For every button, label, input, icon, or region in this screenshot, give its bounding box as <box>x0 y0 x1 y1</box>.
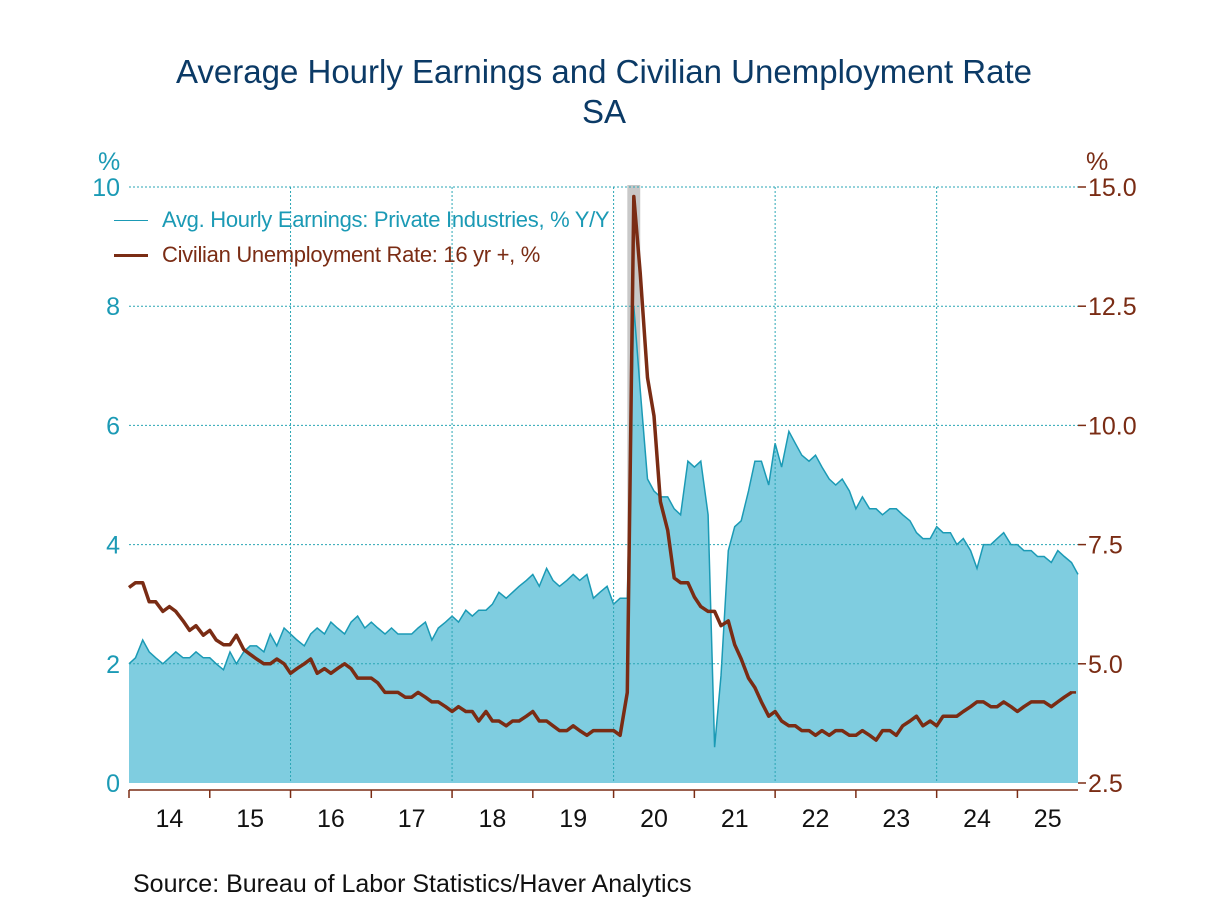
right-tick-label: 7.5 <box>1088 532 1123 560</box>
right-tick-label: 15.0 <box>1088 174 1137 202</box>
earnings-area-group <box>128 306 1079 783</box>
x-tick-label: 14 <box>155 805 183 833</box>
chart-title: Average Hourly Earnings and Civilian Une… <box>0 52 1208 132</box>
axes: 14 15 16 17 18 19 20 21 22 23 24 2502468102.55.07.5… <box>92 174 1136 833</box>
x-tick-label: 20 <box>640 805 668 833</box>
unemployment-line-group <box>127 194 1076 742</box>
right-axis-unit: % <box>1086 148 1109 176</box>
left-tick-label: 6 <box>106 412 120 440</box>
left-tick-label: 2 <box>106 651 120 679</box>
chart-title-main: Average Hourly Earnings and Civilian Une… <box>176 53 1032 90</box>
x-tick-label: 16 <box>317 805 345 833</box>
x-tick-label: 24 <box>963 805 991 833</box>
gridlines <box>129 186 1078 783</box>
left-tick-label: 8 <box>106 293 120 321</box>
earnings-line <box>128 306 1079 748</box>
x-tick-label: 19 <box>559 805 587 833</box>
legend-label-earnings: Avg. Hourly Earnings: Private Industries… <box>162 207 610 233</box>
x-tick-label: 17 <box>398 805 426 833</box>
legend-item-earnings: Avg. Hourly Earnings: Private Industries… <box>114 206 610 233</box>
x-tick-label: 23 <box>882 805 910 833</box>
chart-subtitle: SA <box>581 93 627 130</box>
legend-item-unemployment: Civilian Unemployment Rate: 16 yr +, % <box>114 241 540 268</box>
legend-label-unemployment: Civilian Unemployment Rate: 16 yr +, % <box>162 242 541 268</box>
x-tick-label: 15 <box>236 805 264 833</box>
left-tick-label: 0 <box>106 770 120 798</box>
x-tick-label: 21 <box>721 805 749 833</box>
x-tick-label: 22 <box>802 805 830 833</box>
unemployment-line <box>127 194 1073 742</box>
right-tick-label: 5.0 <box>1088 651 1123 679</box>
right-tick-label: 12.5 <box>1088 293 1137 321</box>
legend-swatch-unemployment <box>114 253 148 257</box>
source-note: Source: Bureau of Labor Statistics/Haver… <box>133 870 692 898</box>
x-tick-label: 18 <box>479 805 507 833</box>
left-axis-unit: % <box>98 148 121 176</box>
right-tick-label: 2.5 <box>1088 770 1123 798</box>
legend-swatch-earnings <box>114 219 148 221</box>
right-tick-label: 10.0 <box>1088 412 1137 440</box>
x-tick-label: 25 <box>1034 805 1062 833</box>
earnings-area <box>129 306 1078 783</box>
left-tick-label: 4 <box>106 532 120 560</box>
left-tick-label: 10 <box>92 174 120 202</box>
